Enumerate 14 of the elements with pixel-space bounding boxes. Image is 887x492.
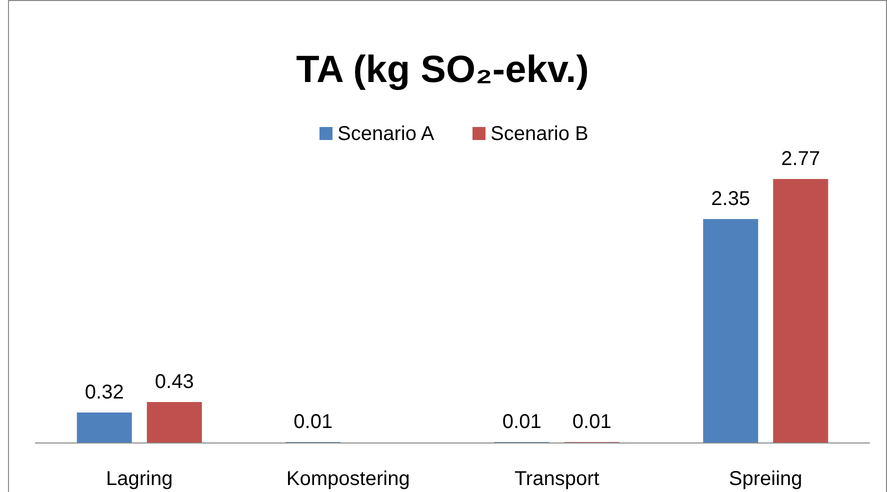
x-tick-label: Transport	[514, 468, 600, 490]
x-tick-label: Kompostering	[286, 468, 410, 490]
data-label: 2.77	[781, 148, 820, 170]
data-label: 0.01	[502, 411, 542, 434]
data-label: 0.43	[154, 371, 194, 394]
data-label: 0.01	[294, 411, 333, 434]
data-label: 0.01	[572, 411, 612, 434]
x-tick-label: Spreiing	[728, 468, 802, 490]
legend-label: Scenario B	[490, 123, 588, 145]
data-label: 2.35	[711, 188, 750, 210]
data-label: 0.32	[84, 382, 124, 404]
x-tick-label: Lagring	[106, 468, 173, 490]
legend-label: Scenario A	[338, 123, 435, 145]
chart-title: TA (kg SO₂-ekv.)	[296, 49, 589, 91]
